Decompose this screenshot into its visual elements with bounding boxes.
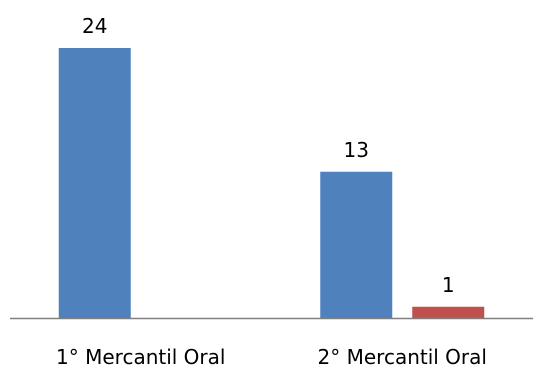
category-label-2: 2° Mercantil Oral	[318, 345, 487, 369]
data-labels-group: 24 13 1	[82, 14, 455, 297]
data-label-1-series-1: 24	[82, 14, 107, 38]
bars-group	[58, 48, 485, 318]
bar-2-series-1	[320, 171, 393, 318]
bar-2-series-2	[412, 306, 485, 318]
data-label-2-series-1: 13	[344, 138, 369, 162]
data-label-2-series-2: 1	[442, 273, 455, 297]
category-label-1: 1° Mercantil Oral	[56, 345, 225, 369]
bar-1-series-1	[58, 48, 131, 318]
category-labels-group: 1° Mercantil Oral 2° Mercantil Oral	[56, 345, 487, 369]
